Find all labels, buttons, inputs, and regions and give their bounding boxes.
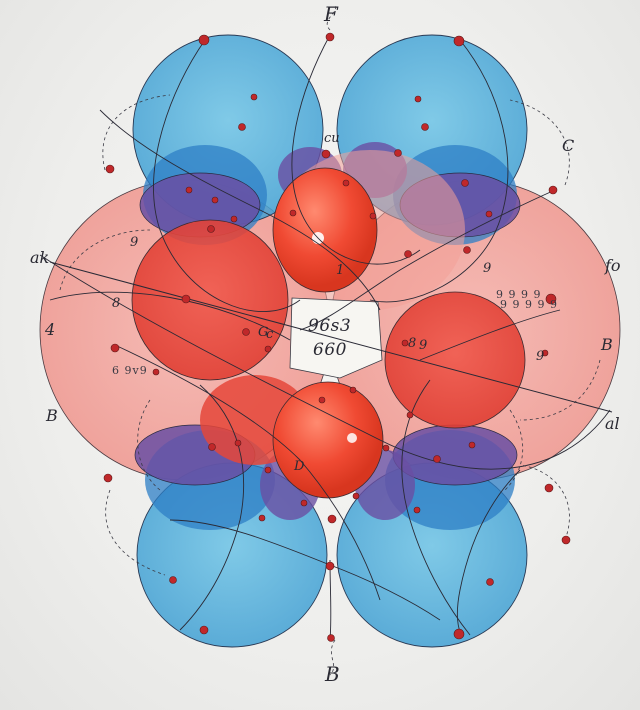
red-lobe-right	[385, 292, 525, 428]
upper-right-tag: 9	[483, 262, 491, 275]
red-sphere-bottom	[273, 382, 383, 498]
center-label-line1: 96s3	[308, 316, 351, 336]
label-right-upper-fo: fo	[605, 258, 621, 274]
label-right-lower: al	[605, 416, 620, 432]
red-sphere-top	[273, 168, 377, 292]
upper-left-tag: 9	[130, 236, 138, 249]
right-annotation-row-bottom: 9 9 9 9 9	[500, 298, 558, 311]
right-inner-label-c: 9	[536, 350, 544, 363]
label-left-lower: B	[46, 408, 58, 424]
right-inner-label-a: 8	[408, 337, 416, 350]
label-bottom: B	[325, 664, 340, 684]
label-left-mid: 4	[45, 322, 55, 338]
right-inner-label-b: 9	[419, 339, 427, 352]
left-inner-label-c: c	[266, 328, 273, 341]
top-center-tag: 1	[336, 264, 344, 277]
cu-tag: cu	[324, 132, 340, 145]
label-left-upper: ak	[30, 250, 49, 266]
left-annotation-row: 6 9v9	[112, 364, 148, 377]
center-label-line2: 660	[313, 340, 347, 360]
left-inner-label-a: 8	[112, 297, 120, 310]
label-right-upper-c: C	[562, 138, 574, 154]
label-right-mid: B	[601, 337, 613, 353]
label-top: F	[324, 4, 338, 24]
lower-center-tag: D	[294, 460, 304, 473]
red-lobe-left	[132, 220, 288, 380]
sphere-highlight-bottom	[347, 433, 357, 443]
